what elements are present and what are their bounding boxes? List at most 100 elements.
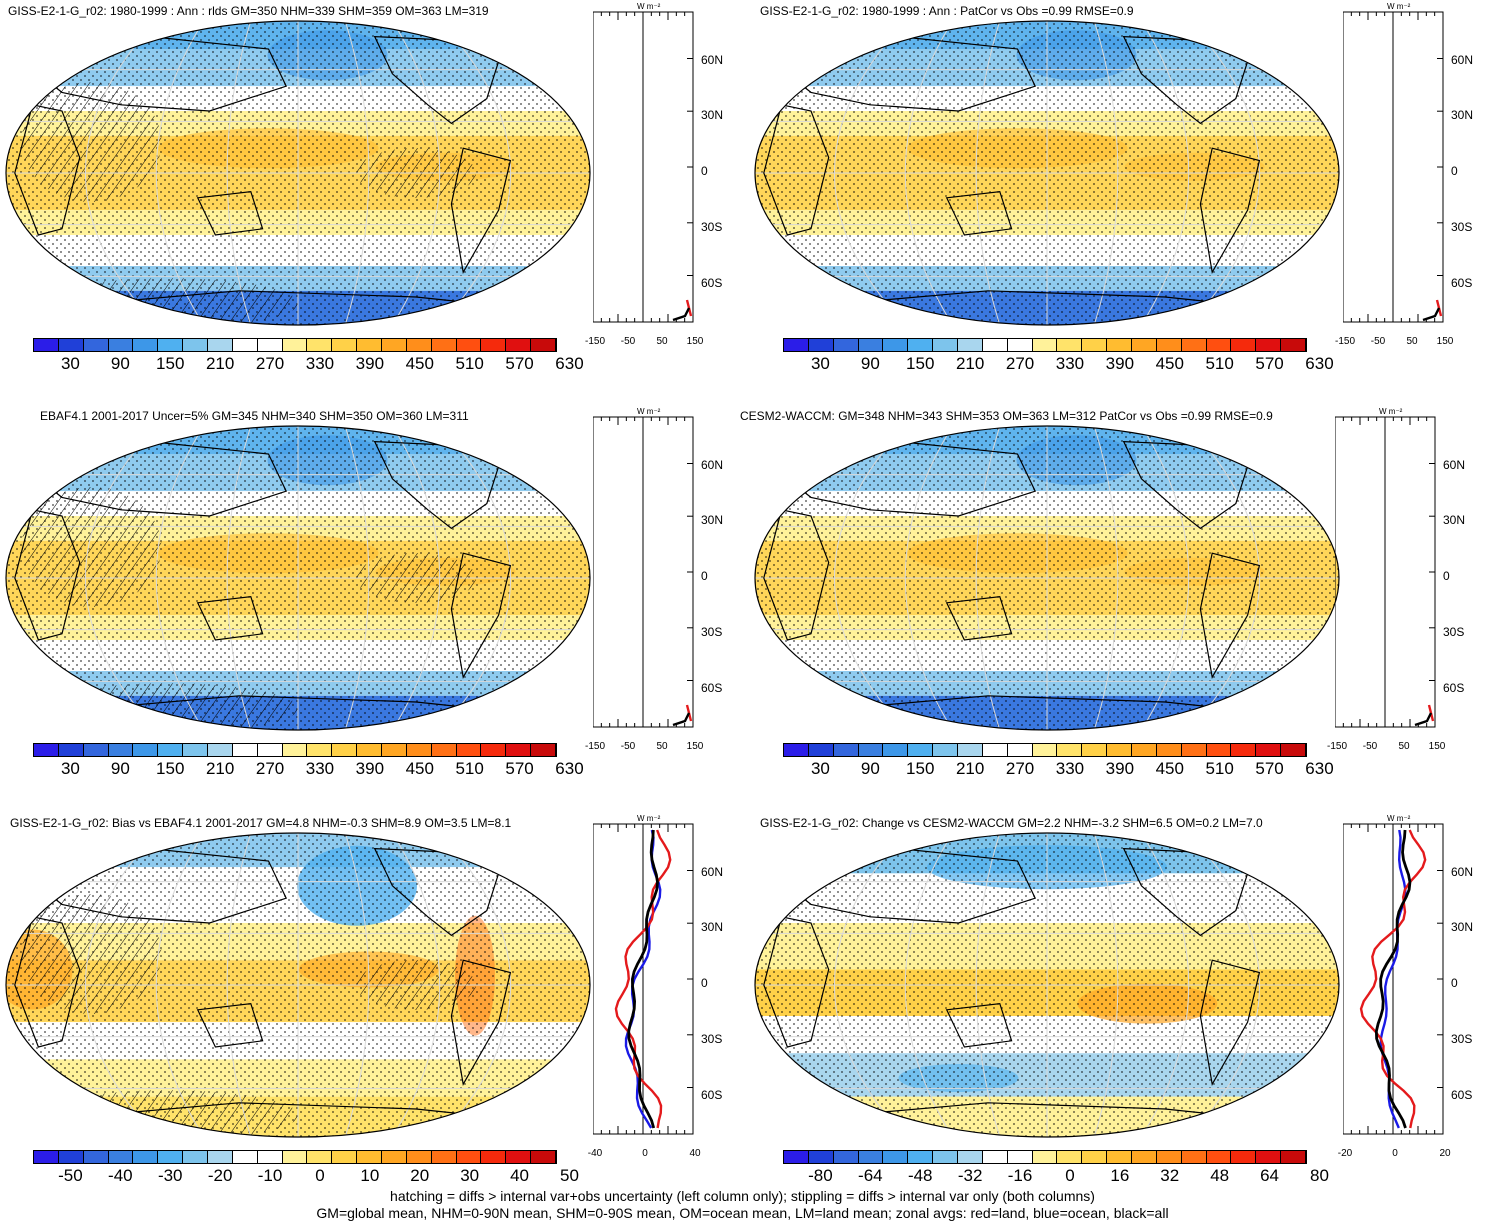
colorbar-swatch xyxy=(1032,1151,1058,1163)
colorbar-swatch xyxy=(34,744,59,756)
colorbar-tick-label: -40 xyxy=(108,1166,133,1185)
colorbar-tick-label: -30 xyxy=(157,1166,183,1185)
colorbar-swatch xyxy=(1281,1151,1307,1163)
zonal-x-tick-label: -150 xyxy=(1326,741,1347,752)
zonal-average-plot: W m⁻² xyxy=(592,407,694,728)
colorbar-tick-label: 150 xyxy=(156,759,185,778)
colorbar-swatch xyxy=(1281,744,1307,756)
colorbar-swatch xyxy=(1107,1151,1133,1163)
colorbar-swatch xyxy=(1057,339,1083,351)
panel-title: GISS-E2-1-G_r02: 1980-1999 : Ann : rlds … xyxy=(8,4,489,18)
colorbar-tick-label: 570 xyxy=(1255,759,1284,778)
colorbar-swatch xyxy=(332,1151,358,1163)
colorbar-swatch xyxy=(158,744,184,756)
colorbar-swatch xyxy=(108,1151,134,1163)
latitude-tick-label: 0 xyxy=(701,976,708,990)
colorbar-tick-label: 16 xyxy=(1110,1166,1130,1185)
latitude-tick-label: 60S xyxy=(1451,276,1473,290)
colorbar-tick-label: 50 xyxy=(560,1166,579,1185)
colorbar-swatch xyxy=(784,339,809,351)
colorbar-swatch xyxy=(1107,339,1133,351)
colorbar-swatch xyxy=(908,1151,934,1163)
latitude-tick-label: 30S xyxy=(701,625,723,639)
map-container xyxy=(752,423,1342,738)
colorbar-tick-label: 390 xyxy=(1105,354,1135,373)
colorbar-tick-label: 30 xyxy=(60,354,80,373)
world-map xyxy=(754,832,1340,1138)
colorbar-labels: 30 90 150 210 270 330 390 450 510 570 630 xyxy=(33,759,584,781)
panel-model-climatology: GISS-E2-1-G_r02: 1980-1999 : Ann : rlds … xyxy=(0,0,1485,400)
colorbar-swatch xyxy=(208,1151,233,1163)
zonal-unit-label: W m⁻² xyxy=(1387,814,1411,823)
colorbar-tick-label: 270 xyxy=(1005,354,1035,373)
colorbar xyxy=(783,1150,1307,1164)
colorbar-swatch xyxy=(1181,1151,1207,1163)
colorbar-swatch xyxy=(1082,744,1108,756)
colorbar-swatch xyxy=(1231,1151,1257,1163)
colorbar xyxy=(33,743,557,757)
latitude-tick-label: 60N xyxy=(701,53,724,67)
colorbar-swatch xyxy=(506,1151,532,1163)
colorbar-tick-label: 30 xyxy=(810,354,830,373)
colorbar-tick-label: 270 xyxy=(255,759,285,778)
colorbar-tick-label: 80 xyxy=(1310,1166,1329,1185)
map-container xyxy=(3,18,593,333)
colorbar-swatch xyxy=(908,744,934,756)
colorbar-tick-label: 330 xyxy=(305,759,335,778)
colorbar-swatch xyxy=(257,339,283,351)
colorbar-swatch xyxy=(307,339,333,351)
colorbar-swatch xyxy=(1057,744,1083,756)
colorbar-swatch xyxy=(282,744,308,756)
colorbar-tick-label: 0 xyxy=(1065,1166,1075,1185)
colorbar-swatch xyxy=(108,744,134,756)
colorbar-swatch xyxy=(1181,339,1207,351)
colorbar-swatch xyxy=(1107,744,1133,756)
colorbar-swatch xyxy=(1256,339,1282,351)
colorbar-swatch xyxy=(982,744,1008,756)
colorbar-swatch xyxy=(133,339,159,351)
colorbar-swatch xyxy=(307,1151,333,1163)
zonal-unit-label: W m⁻² xyxy=(1379,407,1403,416)
colorbar-swatch xyxy=(133,744,159,756)
colorbar-swatch xyxy=(1206,1151,1232,1163)
colorbar-tick-label: -32 xyxy=(957,1166,983,1185)
zonal-plot-container: W m⁻² xyxy=(1342,0,1463,335)
zonal-x-tick-label: 150 xyxy=(686,741,704,752)
zonal-x-tick-label: 50 xyxy=(1406,336,1418,347)
map-container xyxy=(752,830,1342,1145)
colorbar-swatch xyxy=(1032,339,1058,351)
zonal-x-tick-label: 50 xyxy=(1398,741,1410,752)
colorbar-tick-label: -80 xyxy=(808,1166,833,1185)
colorbar-swatch xyxy=(1032,744,1058,756)
zonal-x-tick-label: 150 xyxy=(686,336,704,347)
colorbar-swatch xyxy=(382,1151,407,1163)
colorbar-tick-label: 90 xyxy=(110,354,130,373)
colorbar-swatch xyxy=(58,744,84,756)
panel-bias-vs-ebaf: GISS-E2-1-G_r02: Bias vs EBAF4.1 2001-20… xyxy=(0,812,1485,1212)
world-map xyxy=(5,832,591,1138)
zonal-x-tick-label: -150 xyxy=(1334,336,1355,347)
colorbar-swatch xyxy=(506,339,532,351)
colorbar-swatch xyxy=(958,744,983,756)
zonal-average-plot: W m⁻² xyxy=(1342,814,1444,1135)
colorbar-swatch xyxy=(83,339,109,351)
latitude-tick-label: 30N xyxy=(701,920,724,934)
zonal-x-tick-label: 40 xyxy=(689,1148,701,1159)
colorbar-swatch xyxy=(883,339,909,351)
colorbar-swatch xyxy=(208,744,233,756)
colorbar-swatch xyxy=(83,1151,109,1163)
colorbar-swatch xyxy=(406,744,432,756)
latitude-tick-label: 30N xyxy=(1451,108,1474,122)
colorbar-swatch xyxy=(208,339,233,351)
colorbar-swatch xyxy=(357,339,383,351)
colorbar-swatch xyxy=(531,744,557,756)
latitude-tick-label: 0 xyxy=(1443,569,1450,583)
colorbar-tick-label: 32 xyxy=(1160,1166,1180,1185)
colorbar-swatch xyxy=(431,1151,457,1163)
colorbar-swatch xyxy=(833,1151,859,1163)
panel-obs-ebaf: EBAF4.1 2001-2017 Uncer=5% GM=345 NHM=34… xyxy=(0,405,1485,805)
colorbar-tick-label: 270 xyxy=(255,354,285,373)
colorbar-tick-label: 570 xyxy=(1255,354,1284,373)
colorbar-tick-label: 570 xyxy=(505,759,534,778)
colorbar-labels: -50 -40 -30 -20 -10 0 10 20 30 40 50 xyxy=(33,1166,579,1188)
